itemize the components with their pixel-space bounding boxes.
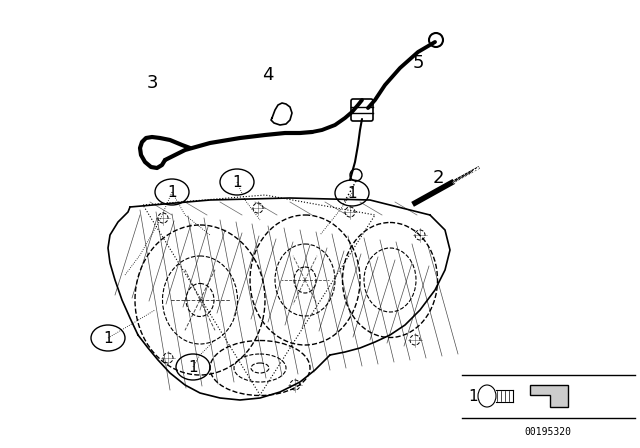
Text: 1: 1 <box>188 359 198 375</box>
Text: 5: 5 <box>412 54 424 72</box>
Text: 2: 2 <box>432 169 444 187</box>
Polygon shape <box>530 385 568 407</box>
Text: 3: 3 <box>147 74 157 92</box>
Text: 1: 1 <box>232 175 242 190</box>
Text: 1: 1 <box>167 185 177 199</box>
Text: 1: 1 <box>347 185 357 201</box>
Text: 1: 1 <box>468 388 477 404</box>
Text: 4: 4 <box>262 66 274 84</box>
Text: 1: 1 <box>103 331 113 345</box>
Text: 00195320: 00195320 <box>525 427 572 437</box>
